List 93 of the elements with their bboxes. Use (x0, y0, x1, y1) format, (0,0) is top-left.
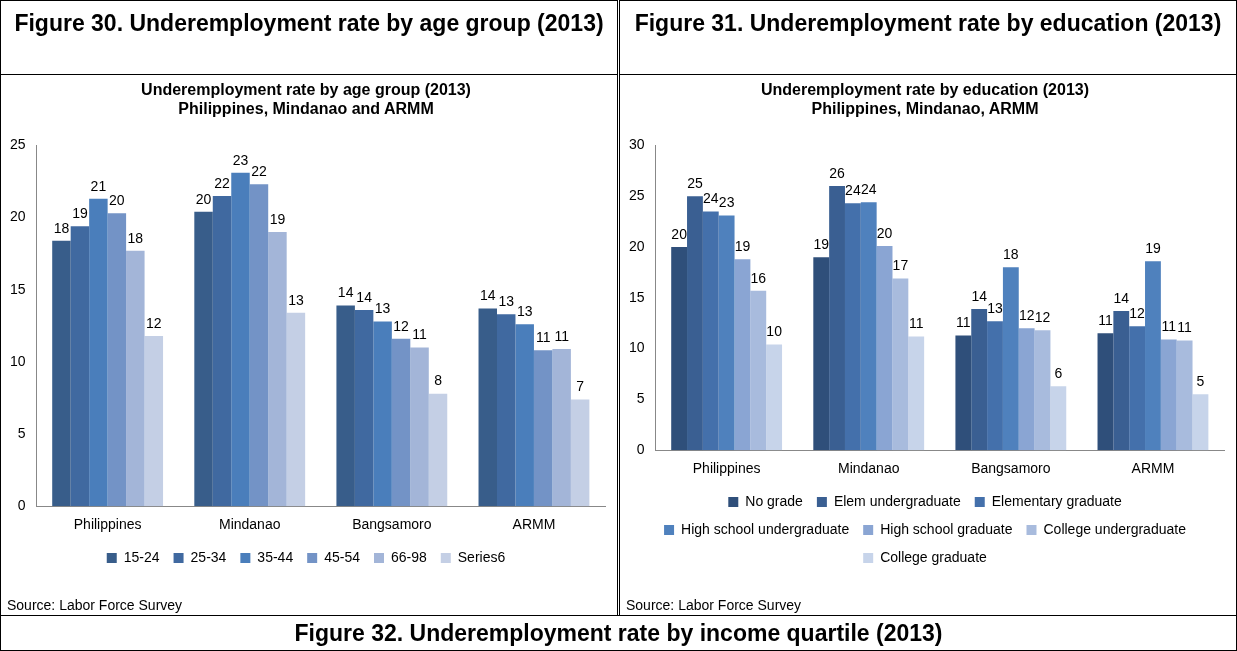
x-tick-label: Mindanao (218, 516, 281, 533)
text: Figure 32. Underemployment rate by income quartile (2013) (0, 615, 1237, 651)
x-tick-label: ARMM (1131, 460, 1175, 477)
x-tick-label: Bangsamoro (352, 516, 432, 533)
data-label: 12 (1129, 305, 1146, 322)
y-tick-label: 0 (17, 497, 26, 514)
data-label: 19 (1145, 240, 1161, 257)
data-label: 13 (987, 300, 1003, 317)
x-tick-label: Philippines (692, 460, 761, 477)
data-label: 12 (1018, 307, 1035, 324)
chart-title: Figure 30. Underemployment rate by age group (2013) (1, 1, 617, 75)
chart-title: Figure 31. Underemployment rate by education (2013) (620, 1, 1236, 75)
data-label: 5 (1196, 373, 1205, 390)
data-label: 14 (479, 287, 496, 304)
y-tick-label: 5 (17, 424, 26, 441)
legend-label: 45-54 (324, 548, 361, 565)
data-label: 19 (734, 238, 751, 255)
chart-subtitle: Underemployment rate by age group (2013) Philippines, Mindanao and ARMM (141, 81, 471, 118)
data-label: 14 (356, 288, 373, 305)
data-label: 17 (892, 257, 909, 274)
legend-label: College undergraduate (1043, 520, 1187, 537)
data-label: 20 (195, 190, 212, 207)
data-label: 25 (687, 175, 703, 192)
data-label: 18 (53, 219, 70, 236)
y-tick-label: 25 (628, 187, 645, 204)
y-tick-label: 25 (9, 136, 26, 153)
source-note: Source: Labor Force Survey (7, 597, 183, 613)
x-tick-label: Philippines (73, 516, 142, 533)
data-label: 23 (232, 151, 249, 168)
data-label: 18 (127, 229, 144, 246)
data-label: 20 (671, 225, 688, 242)
data-label: 16 (750, 269, 767, 286)
data-label: 12 (393, 317, 410, 334)
data-label: 24 (860, 181, 877, 198)
x-tick-label: ARMM (512, 516, 556, 533)
data-label: 11 (1177, 319, 1193, 336)
y-tick-label: 5 (636, 390, 645, 407)
data-label: 13 (288, 291, 304, 308)
data-label: 11 (554, 327, 570, 344)
data-label: 19 (269, 210, 286, 227)
y-tick-label: 10 (628, 339, 645, 356)
data-label: 6 (1054, 365, 1063, 382)
data-label: 10 (766, 323, 783, 340)
data-label: 11 (1161, 318, 1177, 335)
legend-label: Series6 (457, 548, 506, 565)
y-tick-label: 20 (9, 208, 26, 225)
data-label: 20 (876, 224, 893, 241)
data-label: 26 (829, 164, 846, 181)
y-tick-label: 20 (628, 237, 645, 254)
y-tick-label: 10 (9, 352, 26, 369)
legend-label: Elem undergraduate (833, 492, 961, 509)
data-label: 14 (1113, 289, 1130, 306)
data-label: 22 (214, 174, 231, 191)
data-label: 23 (718, 194, 735, 211)
data-label: 19 (72, 205, 88, 222)
legend-label: High school undergraduate (681, 520, 850, 537)
data-label: 21 (90, 177, 107, 194)
data-label: 7 (576, 378, 585, 395)
data-label: 19 (813, 236, 830, 253)
legend-label: 66-98 (390, 548, 427, 565)
x-tick-label: Mindanao (837, 460, 900, 477)
data-label: 18 (1003, 246, 1019, 263)
y-tick-label: 15 (628, 288, 645, 305)
data-label: 11 (535, 329, 551, 346)
data-label: 13 (374, 300, 391, 317)
legend-label: High school graduate (880, 520, 1013, 537)
y-tick-label: 0 (636, 441, 645, 458)
data-label: 13 (516, 303, 533, 320)
legend-label: 25-34 (190, 548, 227, 565)
data-label: 24 (703, 190, 719, 207)
data-label: 22 (251, 163, 267, 180)
chart-subtitle: Underemployment rate by education (2013) Philippines, Mindanao, ARMM (760, 81, 1090, 118)
data-label: 24 (845, 182, 861, 199)
data-label: 13 (498, 293, 515, 310)
legend-label: No grade (745, 492, 804, 509)
data-label: 11 (908, 315, 924, 332)
data-label: 20 (109, 192, 125, 209)
data-label: 11 (956, 314, 971, 331)
legend-label: 15-24 (123, 548, 160, 565)
data-label: 11 (1098, 312, 1113, 329)
data-label: 14 (337, 284, 354, 301)
legend-label: 35-44 (257, 548, 294, 565)
data-label: 14 (971, 287, 988, 304)
data-label: 11 (412, 326, 428, 343)
x-tick-label: Bangsamoro (971, 460, 1051, 477)
data-label: 12 (1034, 309, 1051, 326)
source-note: Source: Labor Force Survey (626, 597, 802, 613)
y-tick-label: 15 (9, 280, 26, 297)
y-tick-label: 30 (628, 136, 645, 153)
legend-label: Elementary graduate (991, 492, 1122, 509)
data-label: 12 (146, 314, 162, 331)
legend-label: College graduate (880, 548, 988, 565)
data-label: 8 (434, 372, 443, 389)
